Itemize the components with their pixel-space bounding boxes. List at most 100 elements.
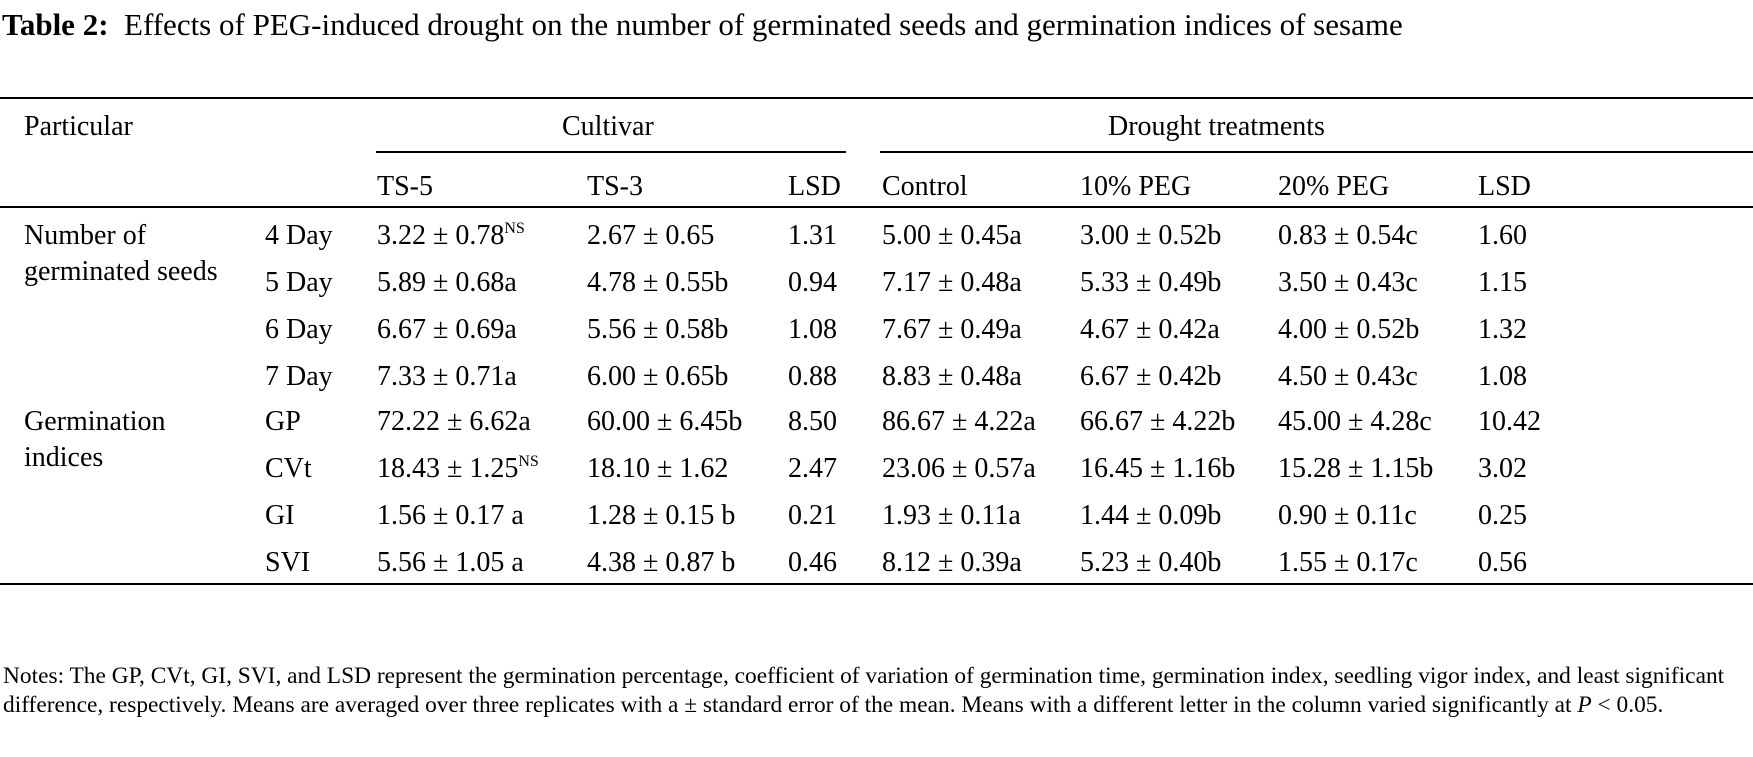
cell-peg20: 15.28 ± 1.15b [1278, 452, 1433, 486]
cell-value: 5.23 ± 0.40b [1080, 547, 1222, 578]
cell-value: 2.47 [788, 453, 837, 484]
cell-peg20: 4.00 ± 0.52b [1278, 313, 1419, 347]
cell-lsd2: 1.60 [1478, 219, 1527, 253]
cell-value: 3.22 ± 0.78 [377, 220, 505, 251]
cell-value: 4.67 ± 0.42a [1080, 314, 1220, 345]
cell-param: GP [265, 405, 301, 439]
cell-control: 86.67 ± 4.22a [882, 405, 1036, 439]
cell-value: 0.88 [788, 361, 837, 392]
group-label-germination-indices-line1: Germination [24, 406, 166, 437]
col-header-ts3: TS-3 [587, 171, 643, 202]
cell-peg20: 0.83 ± 0.54c [1278, 219, 1418, 253]
cell-value: 60.00 ± 6.45b [587, 406, 743, 437]
col-header-lsd-cultivar: LSD [788, 171, 841, 202]
cell-control: 23.06 ± 0.57a [882, 452, 1036, 486]
cell-control: 5.00 ± 0.45a [882, 219, 1022, 253]
cell-ts5: 5.56 ± 1.05 a [377, 546, 524, 580]
cell-ts3: 2.67 ± 0.65 [587, 219, 714, 253]
cell-value: 5.33 ± 0.49b [1080, 267, 1222, 298]
cell-value: 4.50 ± 0.43c [1278, 361, 1418, 392]
cell-value: GP [265, 406, 301, 437]
cell-ts5: 1.56 ± 0.17 a [377, 499, 524, 533]
cell-value: 8.83 ± 0.48a [882, 361, 1022, 392]
cell-value: 15.28 ± 1.15b [1278, 453, 1434, 484]
cell-lsd2: 1.32 [1478, 313, 1527, 347]
table-bottom-rule [0, 583, 1753, 585]
cultivar-rule [376, 151, 846, 153]
cell-value: 66.67 ± 4.22b [1080, 406, 1236, 437]
cell-lsd1: 0.88 [788, 360, 837, 394]
cell-lsd2: 1.08 [1478, 360, 1527, 394]
col-header-20-peg: 20% PEG [1278, 171, 1390, 202]
cell-value: 6.67 ± 0.69a [377, 314, 517, 345]
cell-ts3: 4.38 ± 0.87 b [587, 546, 735, 580]
cell-param: GI [265, 499, 295, 533]
cell-peg20: 4.50 ± 0.43c [1278, 360, 1418, 394]
cell-value: 5 Day [265, 267, 333, 298]
col-header-10-peg: 10% PEG [1080, 171, 1192, 202]
col-header-lsd-drought: LSD [1478, 171, 1531, 202]
cell-control: 8.12 ± 0.39a [882, 546, 1022, 580]
cell-peg10: 5.23 ± 0.40b [1080, 546, 1221, 580]
group-label-germinated-seeds-line2: germinated seeds [24, 256, 218, 287]
cell-control: 1.93 ± 0.11a [882, 499, 1021, 533]
significance-superscript: NS [504, 220, 525, 237]
cell-value: 0.94 [788, 267, 837, 298]
cell-lsd1: 1.31 [788, 219, 837, 253]
cell-value: 1.60 [1478, 220, 1527, 251]
cell-value: 3.00 ± 0.52b [1080, 220, 1222, 251]
cell-peg10: 16.45 ± 1.16b [1080, 452, 1235, 486]
cell-value: 1.56 ± 0.17 a [377, 500, 524, 531]
cell-ts3: 18.10 ± 1.62 [587, 452, 728, 486]
group-label-germination-indices-line2: indices [24, 442, 104, 473]
table-notes: Notes: The GP, CVt, GI, SVI, and LSD rep… [3, 662, 1751, 720]
cell-value: 0.25 [1478, 500, 1527, 531]
group-label-germinated-seeds-line1: Number of [24, 220, 147, 251]
cell-ts3: 60.00 ± 6.45b [587, 405, 742, 439]
cell-peg20: 0.90 ± 0.11c [1278, 499, 1417, 533]
cell-lsd1: 1.08 [788, 313, 837, 347]
cell-value: 8.12 ± 0.39a [882, 547, 1022, 578]
cell-ts3: 5.56 ± 0.58b [587, 313, 728, 347]
cell-value: 86.67 ± 4.22a [882, 406, 1036, 437]
drought-rule [880, 151, 1753, 153]
cell-peg20: 45.00 ± 4.28c [1278, 405, 1432, 439]
cell-value: 4.00 ± 0.52b [1278, 314, 1420, 345]
cell-value: SVI [265, 547, 311, 578]
header-drought-treatments: Drought treatments [1108, 111, 1325, 142]
cell-value: 4.78 ± 0.55b [587, 267, 729, 298]
table-title: Effects of PEG-induced drought on the nu… [124, 7, 1403, 42]
cell-peg20: 3.50 ± 0.43c [1278, 266, 1418, 300]
significance-superscript: NS [518, 453, 539, 470]
cell-ts3: 6.00 ± 0.65b [587, 360, 728, 394]
header-cultivar: Cultivar [562, 111, 654, 142]
cell-value: 0.21 [788, 500, 837, 531]
cell-value: 4 Day [265, 220, 333, 251]
cell-value: 7.67 ± 0.49a [882, 314, 1022, 345]
cell-value: 2.67 ± 0.65 [587, 220, 715, 251]
cell-value: 5.56 ± 0.58b [587, 314, 729, 345]
cell-value: 0.46 [788, 547, 837, 578]
header-bottom-rule [0, 206, 1753, 208]
cell-value: 7 Day [265, 361, 333, 392]
cell-value: 1.08 [788, 314, 837, 345]
cell-lsd1: 0.21 [788, 499, 837, 533]
cell-peg10: 66.67 ± 4.22b [1080, 405, 1235, 439]
notes-p-symbol: P [1577, 692, 1592, 718]
cell-value: 0.56 [1478, 547, 1527, 578]
cell-value: 16.45 ± 1.16b [1080, 453, 1236, 484]
cell-value: 5.00 ± 0.45a [882, 220, 1022, 251]
cell-value: 0.90 ± 0.11c [1278, 500, 1417, 531]
cell-lsd2: 3.02 [1478, 452, 1527, 486]
cell-ts3: 1.28 ± 0.15 b [587, 499, 735, 533]
cell-value: 0.83 ± 0.54c [1278, 220, 1418, 251]
cell-peg10: 5.33 ± 0.49b [1080, 266, 1221, 300]
cell-lsd1: 8.50 [788, 405, 837, 439]
cell-value: 10.42 [1478, 406, 1541, 437]
cell-param: 4 Day [265, 219, 333, 253]
cell-lsd2: 10.42 [1478, 405, 1541, 439]
cell-ts5: 6.67 ± 0.69a [377, 313, 517, 347]
cell-value: 5.89 ± 0.68a [377, 267, 517, 298]
top-rule [0, 97, 1753, 99]
cell-ts5: 18.43 ± 1.25NS [377, 452, 539, 486]
